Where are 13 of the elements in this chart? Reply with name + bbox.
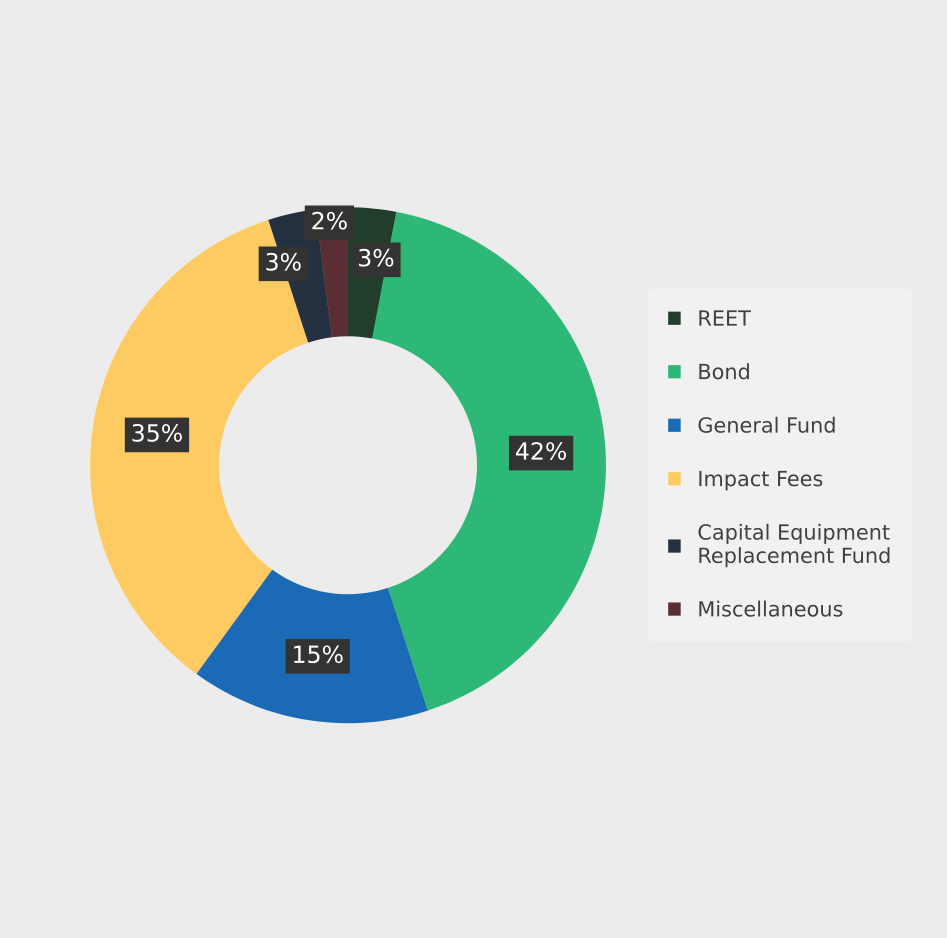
legend-label: REET — [699, 310, 751, 326]
data-label: 35% — [132, 424, 182, 442]
legend-label: Capital Equipment Replacement Fund — [698, 524, 890, 568]
data-label: 2% — [312, 212, 347, 230]
donut-slice — [196, 570, 428, 724]
data-label: 3% — [266, 252, 301, 271]
legend-label: Impact Fees — [699, 470, 822, 490]
data-label: 15% — [294, 645, 343, 664]
legend-label: Miscellaneous — [699, 600, 842, 617]
legend-label: Bond — [699, 363, 749, 380]
data-label: 42% — [516, 442, 566, 460]
legend-label: General Fund — [698, 416, 835, 433]
data-label: 3% — [359, 248, 394, 267]
